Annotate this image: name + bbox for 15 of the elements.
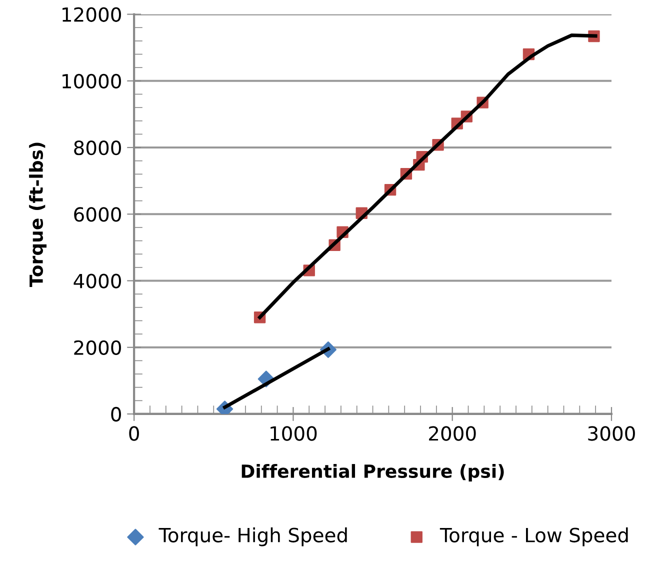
y-tick-label: 12000 [62,7,121,22]
y-tick-label: 6000 [74,207,121,222]
y-tick-label: 0 [111,406,121,422]
y-tick-label: 4000 [74,274,121,288]
y-axis-title: Torque (ft-lbs) [29,142,47,287]
y-tick-label: 2000 [74,340,121,356]
y-tick-label: 10000 [62,74,121,89]
legend-label: Torque - Low Speed [440,527,628,546]
x-tick-label: 3000 [588,426,635,441]
x-tick-label: 0 [129,426,139,441]
y-tick-label: 8000 [74,140,121,156]
x-axis-title: Differential Pressure (psi) [242,464,504,482]
x-tick-label: 1000 [270,426,317,441]
legend-label: Torque- High Speed [158,527,347,546]
x-tick-label: 2000 [429,426,476,441]
